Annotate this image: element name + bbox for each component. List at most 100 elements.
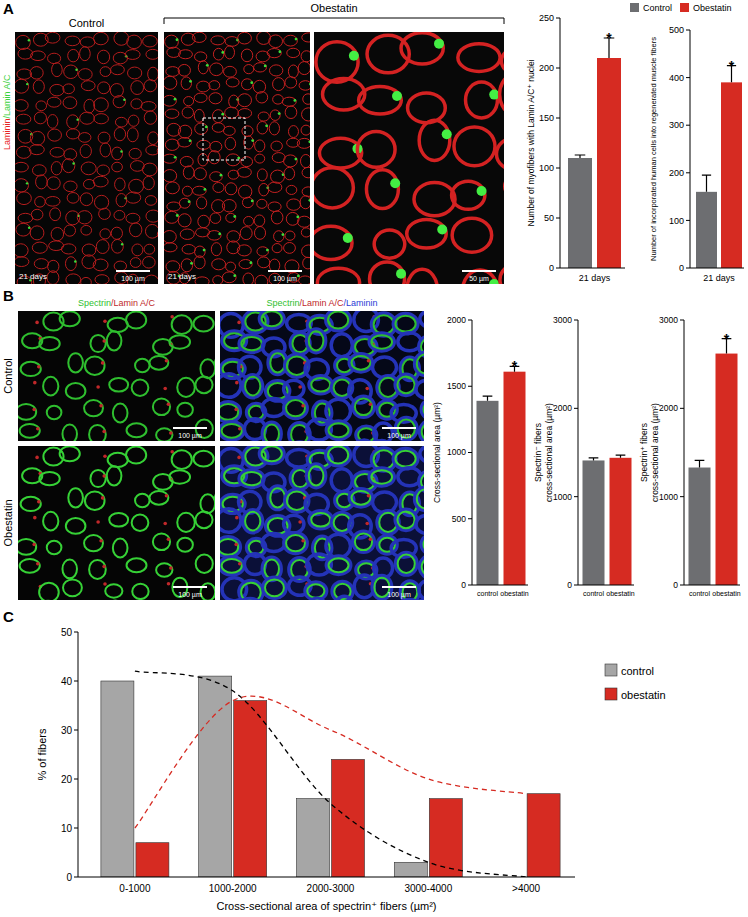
fiber-texture bbox=[107, 331, 122, 350]
zoom-box bbox=[203, 118, 245, 160]
fiber-texture bbox=[35, 197, 46, 208]
fiber-texture bbox=[285, 106, 297, 118]
laminin-texture bbox=[239, 470, 264, 488]
fiber-texture bbox=[89, 560, 106, 579]
fiber-texture bbox=[198, 61, 208, 74]
legend-label: Control bbox=[643, 3, 672, 13]
fiber-texture bbox=[90, 335, 105, 352]
nucleus-texture bbox=[101, 361, 105, 365]
micrograph bbox=[220, 446, 424, 600]
x-tick-label: 21 days bbox=[703, 273, 735, 283]
x-tick-label: control bbox=[689, 590, 710, 597]
x-axis bbox=[560, 268, 625, 269]
fiber-texture bbox=[144, 244, 155, 254]
fiber-texture bbox=[193, 316, 213, 332]
fiber-texture bbox=[16, 146, 31, 158]
y-tick-label: 200 bbox=[539, 63, 554, 73]
x-tick-label: 1000-2000 bbox=[209, 883, 257, 894]
x-tick-label: control bbox=[583, 590, 604, 597]
nucleus-texture bbox=[203, 249, 206, 252]
scale-bar-label: 100 µm bbox=[387, 591, 411, 599]
legend-label: control bbox=[621, 665, 654, 677]
fiber-texture bbox=[371, 335, 392, 348]
fiber-texture bbox=[109, 378, 128, 392]
laminin-texture bbox=[220, 509, 241, 533]
fiber-texture bbox=[128, 115, 139, 126]
y-tick-label: 1000 bbox=[447, 447, 466, 457]
nucleus-texture bbox=[251, 139, 254, 142]
fiber-texture bbox=[113, 96, 126, 108]
fiber-texture bbox=[172, 315, 192, 334]
fiber-texture bbox=[273, 78, 285, 91]
bar bbox=[527, 794, 560, 877]
fiber-texture bbox=[269, 35, 283, 48]
fiber-texture bbox=[164, 95, 176, 106]
nucleus-texture bbox=[237, 157, 240, 160]
fiber-texture bbox=[309, 466, 324, 485]
fiber-texture bbox=[284, 155, 298, 167]
chart: 010203040500-10001000-20002000-30003000-… bbox=[36, 627, 666, 913]
fiber-texture bbox=[238, 32, 252, 44]
y-axis-label: Number of incorporated human cells into … bbox=[649, 37, 658, 261]
fiber-texture bbox=[195, 512, 212, 529]
fiber-texture bbox=[80, 112, 95, 124]
fiber-texture bbox=[256, 92, 268, 103]
fiber-texture bbox=[131, 81, 144, 95]
x-axis bbox=[684, 585, 740, 586]
nucleus-texture bbox=[190, 262, 193, 265]
marks bbox=[477, 366, 526, 585]
fiber-texture bbox=[238, 94, 252, 107]
y-tick-label: 3000 bbox=[553, 315, 572, 325]
fiber-texture bbox=[397, 512, 414, 529]
nucleus-texture bbox=[96, 385, 100, 389]
fiber-texture bbox=[254, 226, 265, 239]
image-time: 21 days bbox=[168, 272, 196, 281]
fiber-texture bbox=[94, 98, 109, 112]
bar bbox=[504, 372, 526, 585]
micrograph bbox=[220, 311, 424, 441]
stain-part: /Laminin bbox=[344, 298, 378, 308]
nucleus-texture bbox=[265, 124, 268, 127]
laminin-texture bbox=[398, 600, 421, 601]
panel-label: C bbox=[3, 608, 14, 625]
x-tick-label: 3000-4000 bbox=[404, 883, 452, 894]
fiber-texture bbox=[67, 115, 79, 129]
nucleus-texture bbox=[238, 427, 242, 431]
fiber-texture bbox=[63, 84, 75, 94]
stain-label: Laminin/Lamin A/C bbox=[2, 74, 12, 150]
x-axis bbox=[690, 268, 744, 269]
figure: ALaminin/Lamin A/CControlObestatin21 day… bbox=[0, 0, 748, 917]
bar bbox=[199, 676, 232, 877]
nucleus-texture bbox=[176, 38, 179, 41]
laminin-texture bbox=[354, 440, 374, 441]
bar bbox=[689, 468, 711, 585]
stain-label: Spectrin/Lamin A/C bbox=[78, 298, 156, 308]
y-tick bbox=[556, 68, 560, 69]
fiber-texture bbox=[257, 199, 267, 208]
fiber-texture bbox=[500, 262, 504, 284]
y-axis bbox=[578, 320, 579, 585]
laminin-texture bbox=[349, 489, 372, 507]
laminin-texture bbox=[309, 511, 332, 529]
y-tick bbox=[74, 730, 78, 731]
fiber-texture bbox=[145, 224, 158, 238]
fiber-texture bbox=[36, 101, 47, 111]
fit-line bbox=[135, 671, 526, 877]
y-tick-label: 50 bbox=[61, 627, 73, 638]
nucleus-texture bbox=[489, 90, 499, 100]
y-tick-label: 0 bbox=[679, 263, 684, 273]
fiber-texture bbox=[67, 193, 79, 204]
scale-bar-label: 100 µm bbox=[121, 275, 145, 283]
fiber-texture bbox=[180, 156, 193, 167]
marks bbox=[583, 455, 632, 585]
fiber-texture bbox=[107, 466, 122, 485]
x-axis bbox=[578, 585, 634, 586]
y-tick-label: 300 bbox=[669, 120, 684, 130]
nucleus-texture bbox=[163, 522, 167, 526]
fiber-texture bbox=[258, 112, 269, 121]
fiber-texture bbox=[225, 37, 239, 47]
fiber-texture bbox=[182, 107, 193, 118]
y-tick-label: 20 bbox=[61, 774, 73, 785]
bar bbox=[477, 401, 499, 585]
nucleus-texture bbox=[163, 387, 167, 391]
